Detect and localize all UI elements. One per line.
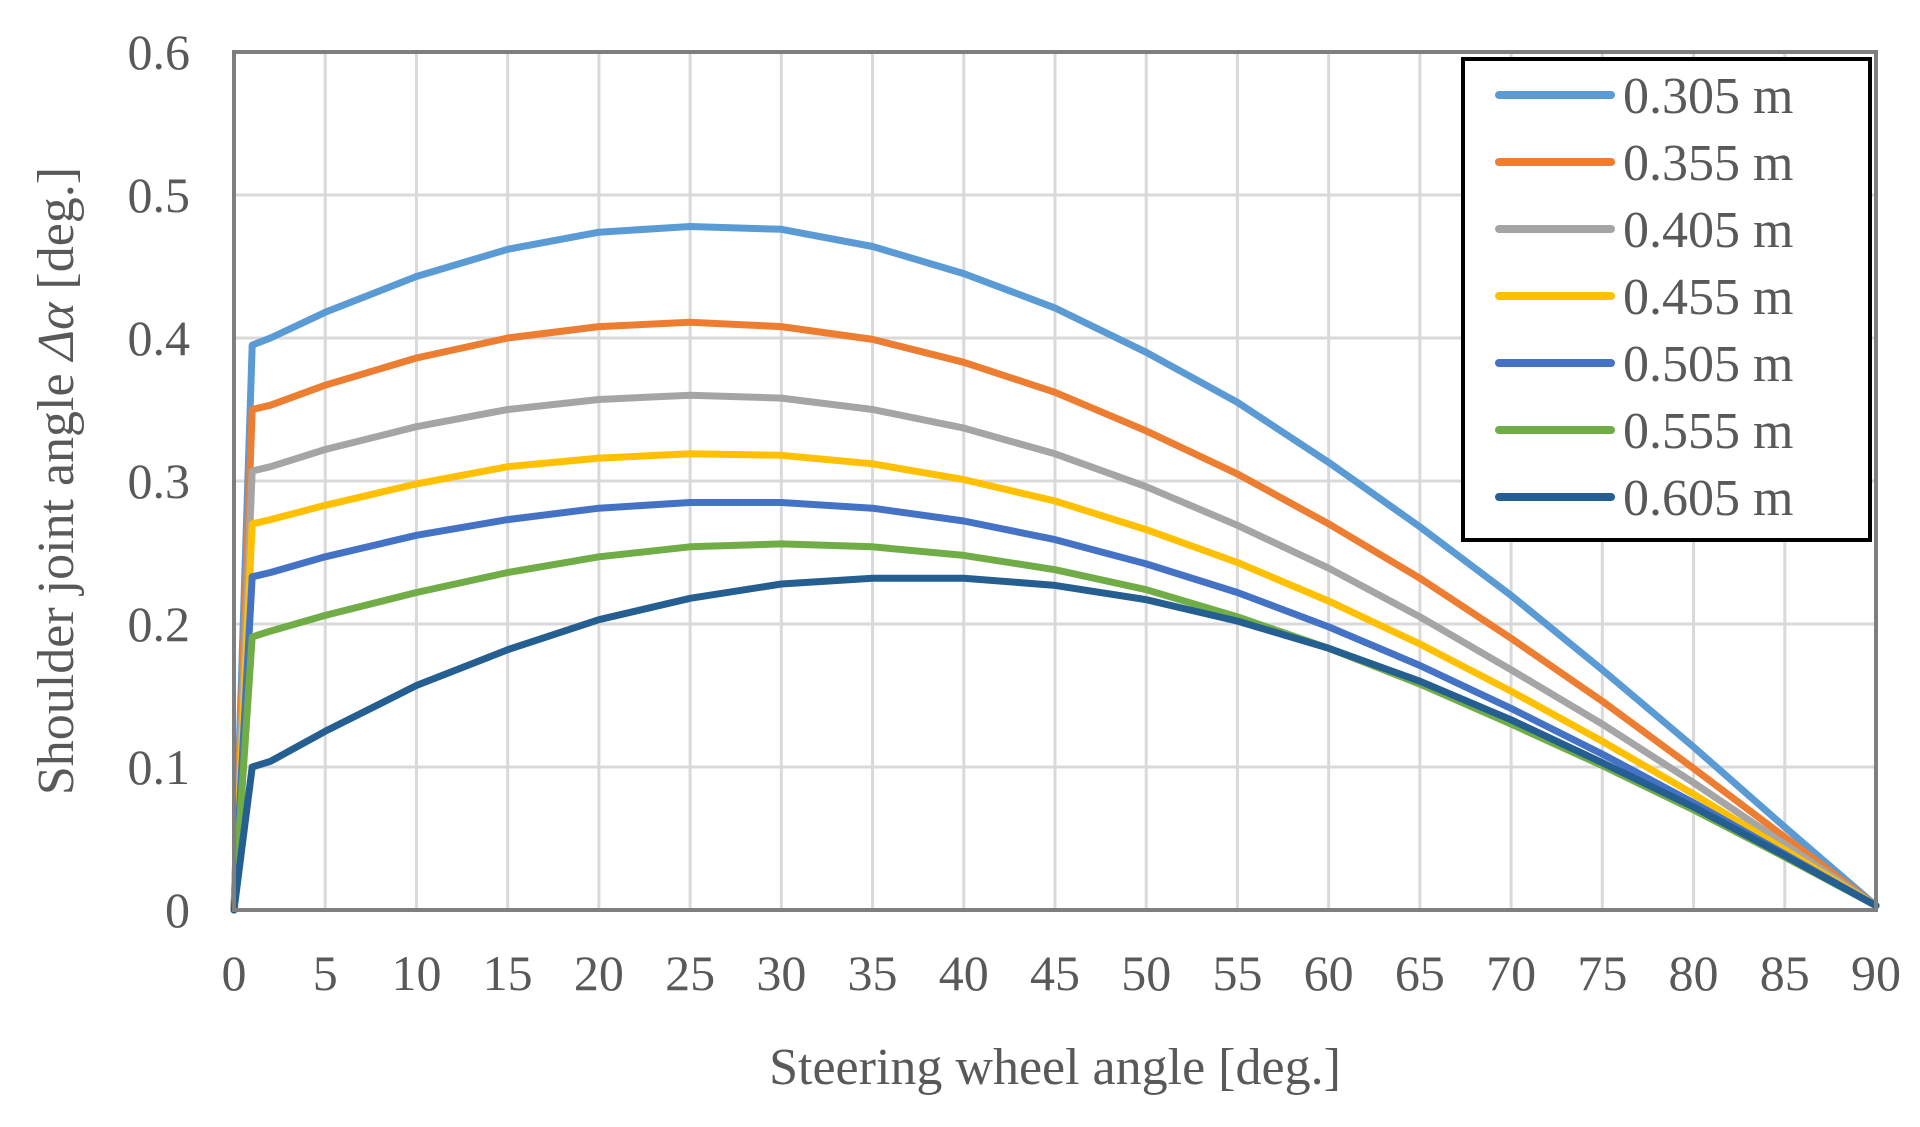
x-tick-label: 55 [1212, 945, 1262, 1001]
x-tick-label: 20 [574, 945, 624, 1001]
y-tick-label: 0 [165, 882, 190, 938]
y-axis-title: Shoulder joint angle Δα [deg.] [28, 167, 85, 795]
legend: 0.305 m 0.355 m 0.405 m 0.455 m 0.505 m 0.555… [1461, 57, 1872, 542]
x-tick-label: 10 [391, 945, 441, 1001]
x-tick-label: 60 [1304, 945, 1354, 1001]
y-tick-label: 0.3 [128, 453, 191, 509]
plot-area-border [232, 50, 1878, 912]
x-tick-label: 40 [939, 945, 989, 1001]
x-tick-label: 90 [1851, 945, 1901, 1001]
y-tick-label: 0.5 [128, 167, 191, 223]
y-axis-title-suffix: [deg.] [28, 167, 85, 303]
series-line-5 [230, 499, 1880, 914]
legend-label-3: 0.405 m [1623, 202, 1793, 259]
y-tick-label: 0.4 [128, 310, 191, 366]
x-tick-label: 45 [1030, 945, 1080, 1001]
legend-label-2: 0.355 m [1623, 135, 1793, 192]
x-tick-label: 15 [483, 945, 533, 1001]
legend-label-1: 0.305 m [1623, 68, 1793, 125]
series-line-4 [230, 450, 1880, 914]
y-axis-ticks: 0 0.1 0.2 0.3 0.4 0.5 0.6 [128, 24, 191, 938]
y-tick-label: 0.6 [128, 24, 191, 80]
y-axis-title-symbol: Δα [28, 301, 85, 363]
series-lines [230, 223, 1880, 914]
x-tick-label: 75 [1577, 945, 1627, 1001]
series-line-2 [230, 318, 1880, 914]
x-tick-label: 70 [1486, 945, 1536, 1001]
x-axis-ticks: 0 5 10 15 20 25 30 35 40 45 50 55 60 65 70 75 80 85 90 [222, 945, 1902, 1001]
x-tick-label: 5 [313, 945, 338, 1001]
x-tick-label: 65 [1395, 945, 1445, 1001]
y-tick-label: 0.1 [128, 739, 191, 795]
x-tick-label: 50 [1121, 945, 1171, 1001]
series-line-3 [230, 391, 1880, 914]
y-axis-title-prefix: Shoulder joint angle [28, 360, 85, 795]
legend-label-6: 0.555 m [1623, 403, 1793, 460]
legend-label-5: 0.505 m [1623, 336, 1793, 393]
y-tick-label: 0.2 [128, 596, 191, 652]
x-axis-title: Steering wheel angle [deg.] [769, 1039, 1341, 1096]
series-line-1 [230, 223, 1880, 914]
x-tick-label: 35 [848, 945, 898, 1001]
legend-label-7: 0.605 m [1623, 470, 1793, 527]
x-tick-label: 25 [665, 945, 715, 1001]
x-tick-label: 85 [1760, 945, 1810, 1001]
series-line-7 [230, 574, 1880, 914]
x-tick-label: 30 [756, 945, 806, 1001]
legend-label-4: 0.455 m [1623, 269, 1793, 326]
x-tick-label: 80 [1669, 945, 1719, 1001]
x-tick-label: 0 [222, 945, 247, 1001]
